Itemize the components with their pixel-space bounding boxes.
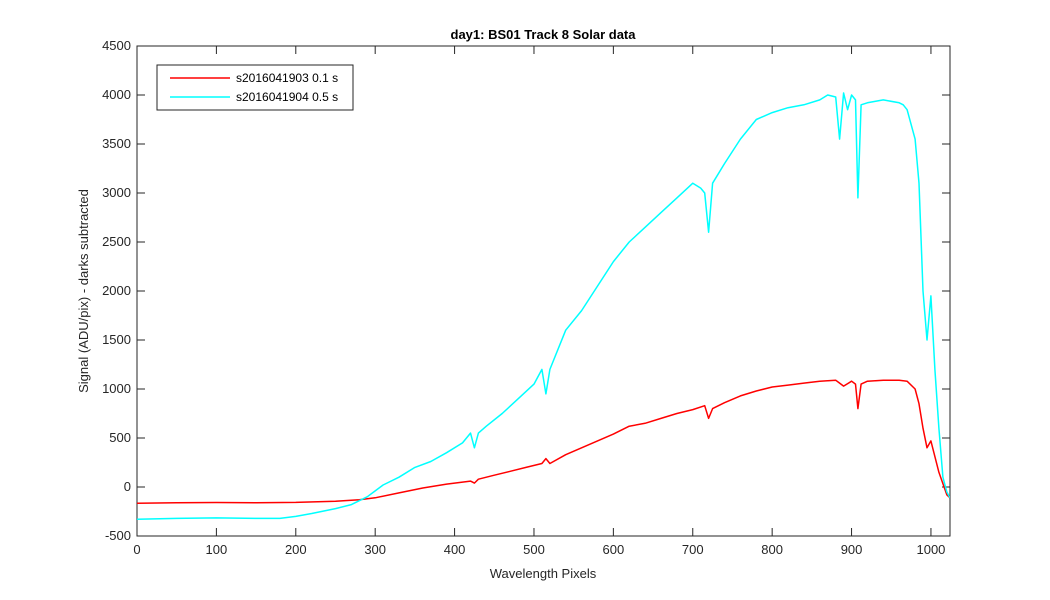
x-axis-label: Wavelength Pixels bbox=[490, 566, 597, 581]
x-tick-label: 200 bbox=[285, 542, 307, 557]
chart-title: day1: BS01 Track 8 Solar data bbox=[451, 27, 637, 42]
legend-label-series-1: s2016041903 0.1 s bbox=[236, 71, 338, 85]
y-tick-label: 2500 bbox=[102, 234, 131, 249]
series-line-2 bbox=[137, 92, 950, 521]
legend-label-series-2: s2016041904 0.5 s bbox=[236, 90, 338, 104]
x-tick-label: 700 bbox=[682, 542, 704, 557]
y-tick-label: 4500 bbox=[102, 38, 131, 53]
y-tick-label: 3500 bbox=[102, 136, 131, 151]
y-tick-label: 0 bbox=[124, 479, 131, 494]
x-tick-label: 1000 bbox=[916, 542, 945, 557]
y-tick-label: 4000 bbox=[102, 87, 131, 102]
x-tick-label: 300 bbox=[364, 542, 386, 557]
y-tick-label: -500 bbox=[105, 528, 131, 543]
y-axis-label: Signal (ADU/pix) - darks subtracted bbox=[76, 189, 91, 393]
legend-box bbox=[156, 64, 354, 111]
x-tick-label: 500 bbox=[523, 542, 545, 557]
y-tick-label: 500 bbox=[109, 430, 131, 445]
x-tick-label: 100 bbox=[206, 542, 228, 557]
series-lines bbox=[137, 92, 950, 521]
plot-area bbox=[136, 45, 951, 537]
series-line-1 bbox=[137, 379, 950, 504]
x-tick-label: 900 bbox=[841, 542, 863, 557]
x-tick-label: 800 bbox=[761, 542, 783, 557]
x-tick-label: 400 bbox=[444, 542, 466, 557]
axis-ticks: 0 100 200 300 400 500 600 700 800 900 1000-5000500… bbox=[102, 38, 950, 557]
y-tick-label: 3000 bbox=[102, 185, 131, 200]
y-tick-label: 2000 bbox=[102, 283, 131, 298]
x-tick-label: 600 bbox=[603, 542, 625, 557]
legend: s2016041903 0.1 s s2016041904 0.5 s bbox=[156, 64, 354, 111]
y-tick-label: 1500 bbox=[102, 332, 131, 347]
y-tick-label: 1000 bbox=[102, 381, 131, 396]
x-tick-label: 0 bbox=[133, 542, 140, 557]
